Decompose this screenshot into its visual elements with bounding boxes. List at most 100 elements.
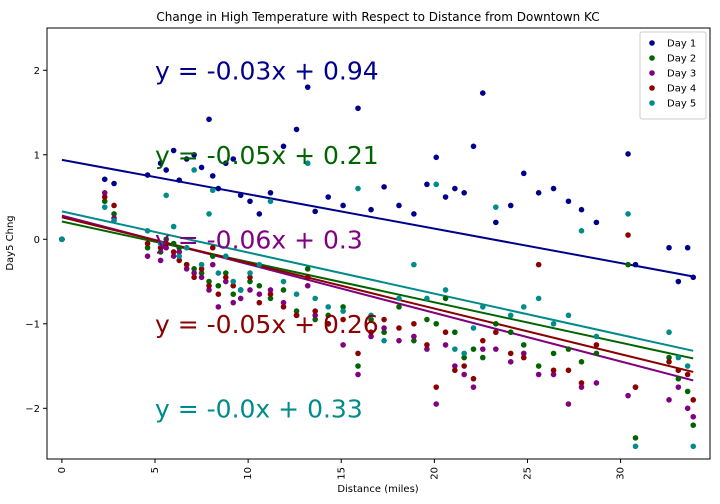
point-day-1 (442, 194, 449, 200)
point-day-1 (111, 180, 117, 187)
point-day-1 (247, 198, 253, 205)
point-day-1 (304, 84, 311, 90)
point-day-2 (280, 287, 287, 293)
point-day-3 (209, 261, 216, 268)
point-day-4 (157, 244, 164, 251)
point-day-4 (293, 312, 300, 319)
y-tick-label: 1 (34, 150, 40, 161)
point-day-1 (198, 164, 205, 171)
point-day-2 (247, 278, 253, 285)
point-day-5 (247, 270, 253, 276)
point-day-2 (442, 295, 449, 302)
point-day-2 (312, 316, 318, 323)
point-day-4 (433, 384, 440, 390)
point-day-1 (535, 189, 542, 196)
point-day-4 (176, 257, 183, 264)
point-day-1 (157, 160, 164, 167)
point-day-4 (215, 291, 222, 298)
point-day-2 (593, 350, 600, 357)
point-day-4 (267, 291, 274, 298)
point-day-3 (163, 244, 169, 251)
point-day-4 (411, 320, 417, 327)
point-day-2 (293, 308, 300, 314)
point-day-4 (312, 308, 318, 314)
point-day-1 (396, 202, 402, 209)
point-day-2 (267, 295, 274, 302)
equation-annotations: y = -0.03x + 0.94 y = -0.05x + 0.21 y = -0… (155, 56, 379, 423)
point-day-4 (101, 194, 108, 200)
point-day-4 (396, 325, 402, 331)
point-day-4 (340, 316, 346, 323)
point-day-5 (59, 236, 65, 243)
legend: Day 1 Day 2 Day 3 Day 4 Day 5 (639, 31, 707, 120)
point-day-1 (411, 211, 417, 217)
point-day-5 (163, 192, 169, 199)
legend-marker (649, 70, 655, 76)
point-day-2 (209, 253, 216, 259)
point-day-5 (684, 363, 691, 369)
point-day-3 (206, 287, 212, 293)
x-tick-label: 10 (243, 467, 254, 480)
point-day-3 (442, 342, 449, 348)
point-day-4 (247, 274, 253, 281)
legend-label: Day 1 (667, 39, 696, 50)
point-day-4 (198, 266, 205, 272)
point-day-5 (267, 198, 274, 205)
point-day-2 (256, 282, 263, 289)
point-day-2 (101, 198, 108, 205)
point-day-5 (507, 312, 514, 319)
point-day-3 (470, 384, 477, 390)
point-day-1 (433, 154, 440, 161)
point-day-5 (144, 228, 151, 234)
point-day-4 (493, 329, 499, 336)
point-day-1 (452, 185, 458, 192)
point-day-1 (355, 105, 361, 112)
point-day-5 (157, 240, 164, 247)
regression-equation: y = -0.0x + 0.33 (155, 394, 363, 423)
point-day-4 (565, 367, 572, 374)
point-day-5 (111, 217, 117, 224)
point-day-3 (507, 359, 514, 365)
point-day-4 (163, 240, 169, 247)
point-day-1 (550, 185, 557, 192)
point-day-2 (176, 244, 183, 251)
y-tick-label: 0 (34, 235, 40, 246)
point-day-3 (304, 282, 311, 289)
point-day-5 (632, 443, 639, 450)
point-day-4 (206, 282, 212, 289)
point-day-4 (675, 367, 682, 374)
point-day-5 (396, 295, 402, 302)
point-day-1 (520, 170, 527, 177)
point-day-1 (632, 261, 639, 268)
x-tick-label: 25 (522, 467, 533, 480)
point-day-1 (461, 189, 467, 196)
point-day-2 (632, 435, 639, 441)
legend-label: Day 5 (667, 99, 696, 110)
point-day-4 (191, 274, 197, 281)
legend-marker (649, 40, 655, 46)
point-day-1 (578, 206, 585, 213)
regression-lines (61, 158, 694, 382)
point-day-1 (267, 189, 274, 196)
point-day-5 (355, 185, 361, 192)
point-day-4 (325, 320, 332, 327)
point-day-5 (293, 291, 300, 298)
point-day-1 (312, 208, 318, 215)
y-tick-label: −2 (25, 404, 40, 415)
point-day-1 (565, 198, 572, 205)
legend-label: Day 3 (667, 69, 696, 80)
point-day-5 (209, 187, 216, 194)
point-day-3 (312, 312, 318, 319)
point-day-3 (381, 325, 387, 331)
point-day-2 (550, 350, 557, 357)
point-day-5 (101, 204, 108, 210)
legend-marker (649, 100, 655, 106)
point-day-2 (411, 337, 417, 344)
point-day-5 (424, 295, 430, 302)
point-day-3 (183, 266, 190, 272)
point-day-5 (198, 261, 205, 268)
point-day-4 (690, 397, 697, 403)
point-day-5 (325, 304, 332, 310)
point-day-2 (325, 312, 332, 319)
point-day-5 (520, 304, 527, 310)
